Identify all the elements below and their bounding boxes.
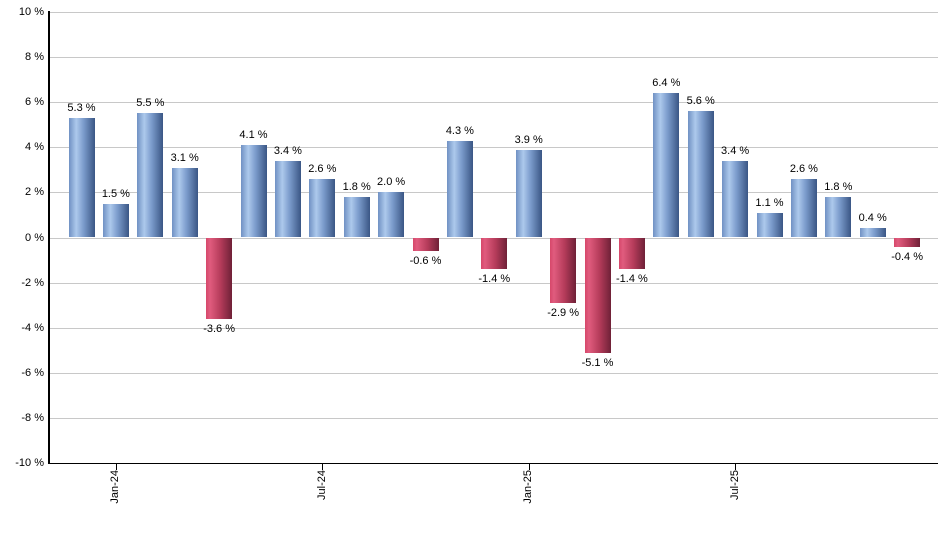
y-tick-label: -2 % [21,277,44,289]
gridline--6 [49,373,938,374]
bar-value-label: 0.4 % [858,212,887,225]
y-axis-line [48,11,50,463]
x-axis-tick [116,463,117,470]
y-tick-label: -4 % [21,322,44,334]
bar [481,237,508,270]
gridline-2 [49,192,938,193]
bar [171,167,198,238]
bar [378,192,405,238]
x-tick-label: Jul-24 [315,470,328,500]
bar-value-label: 1.8 % [824,180,853,193]
bar [102,203,129,238]
bar-value-label: 1.5 % [101,187,130,200]
bar-value-label: 5.3 % [67,101,96,114]
bar [756,212,783,238]
bar [825,196,852,238]
bar [446,140,473,238]
bar-value-label: 3.4 % [721,144,750,157]
y-tick-label: 8 % [25,51,44,63]
bar-value-label: 5.5 % [136,97,165,110]
bar-value-label: 2.0 % [377,176,406,189]
bar [653,93,680,238]
gridline--8 [49,418,938,419]
bar-value-label: -0.6 % [409,255,442,268]
gridline-10 [49,12,938,13]
y-tick-label: 2 % [25,186,44,198]
y-tick-label: 4 % [25,141,44,153]
y-tick-label: 0 % [25,232,44,244]
gridline-8 [49,57,938,58]
bar [68,117,95,238]
bar [790,178,817,238]
bar-value-label: -2.9 % [547,306,579,319]
bar-value-label: 2.6 % [789,162,818,175]
x-axis-line [48,463,938,464]
gridline-6 [49,102,938,103]
bar-value-label: 1.1 % [755,196,784,209]
y-tick-label: -10 % [15,457,44,469]
bar-value-label: 6.4 % [652,77,681,90]
bar [343,196,370,238]
bar [618,237,645,270]
bar-value-label: 2.6 % [308,162,337,175]
bar-value-label: -0.4 % [891,250,923,263]
bar-value-label: 3.4 % [273,144,302,157]
bar [206,237,233,319]
bar-value-label: 1.8 % [342,180,371,193]
bar [550,237,577,303]
y-tick-label: -8 % [21,412,44,424]
bar-value-label: 3.9 % [514,133,543,146]
x-axis-tick [735,463,736,470]
bar [722,160,749,238]
bar [137,113,164,238]
bar [515,149,542,238]
bar-value-label: -5.1 % [581,356,614,369]
bar-value-label: -1.4 % [478,273,511,286]
x-tick-label: Jul-25 [728,470,741,500]
y-tick-label: 6 % [25,96,44,108]
bar-value-label: 4.1 % [239,129,268,142]
bar-value-label: -3.6 % [203,322,235,335]
bar-value-label: 3.1 % [170,151,199,164]
bar [274,160,301,238]
bar-value-label: -1.4 % [615,273,648,286]
gridline--2 [49,283,938,284]
bar [240,145,267,238]
y-tick-label: -6 % [21,367,44,379]
gridline--4 [49,328,938,329]
bar [309,178,336,238]
bar [584,237,611,353]
bar [859,228,886,238]
x-tick-label: Jan-25 [522,470,535,504]
gridline-4 [49,147,938,148]
y-tick-label: 10 % [18,6,44,18]
x-tick-label: Jan-24 [109,470,122,504]
x-axis-tick [322,463,323,470]
bar-value-label: 4.3 % [445,124,474,137]
bar [687,111,714,238]
bar-value-label: 5.6 % [686,95,715,108]
bar [894,237,921,247]
x-axis-tick [529,463,530,470]
bar [412,237,439,252]
